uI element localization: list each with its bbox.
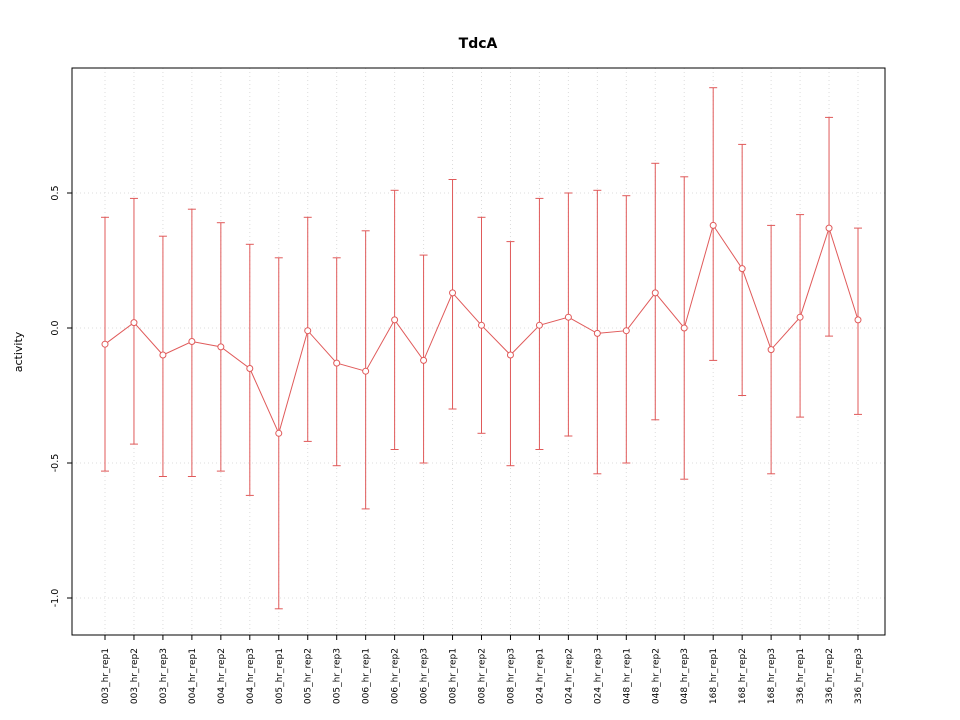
- plot-border: [71, 67, 886, 636]
- chart-title: TdcA: [459, 36, 498, 52]
- data-point: [854, 316, 862, 324]
- x-tick-label: 048_hr_rep3: [680, 648, 690, 704]
- data-point: [130, 319, 138, 327]
- x-tick-label: 008_hr_rep3: [506, 648, 516, 704]
- data-point: [391, 316, 399, 324]
- data-point: [680, 324, 688, 332]
- plot-content: 0.5 0.0 -0.5 -1.0 003_hr_rep1 003_hr_rep2 003_…: [50, 67, 886, 704]
- x-tick-label: 005_hr_rep1: [275, 648, 285, 704]
- data-point: [564, 313, 572, 321]
- x-tick-label: 003_hr_rep1: [101, 648, 111, 704]
- data-point: [709, 221, 717, 229]
- data-point: [767, 346, 775, 354]
- data-point: [593, 329, 601, 337]
- data-point: [796, 313, 804, 321]
- x-tick-label: 003_hr_rep3: [159, 648, 169, 704]
- data-point: [506, 351, 514, 359]
- x-tick-label: 024_hr_rep2: [564, 648, 574, 704]
- x-tick-label: 024_hr_rep1: [535, 648, 545, 704]
- data-point: [333, 359, 341, 367]
- data-point: [825, 224, 833, 232]
- x-tick-label: 168_hr_rep1: [709, 648, 719, 704]
- data-point: [246, 365, 254, 372]
- x-tick-label: 336_hr_rep3: [854, 648, 864, 704]
- x-tick-label: 336_hr_rep2: [825, 648, 835, 704]
- data-point: [651, 289, 659, 297]
- data-point: [275, 429, 283, 437]
- x-tick-label: 006_hr_rep3: [420, 648, 430, 704]
- x-tick-label: 024_hr_rep3: [593, 648, 603, 704]
- y-tick-label: -0.5: [50, 454, 61, 473]
- x-tick-label: 168_hr_rep3: [767, 648, 777, 704]
- x-tick-label: 336_hr_rep1: [796, 648, 806, 704]
- x-tick-label: 004_hr_rep2: [217, 648, 227, 704]
- data-point: [362, 367, 370, 375]
- data-point: [738, 265, 746, 273]
- data-point: [188, 338, 196, 345]
- data-point: [622, 327, 630, 335]
- y-tick-label: -1.0: [50, 589, 61, 608]
- data-point: [159, 351, 167, 359]
- data-point: [420, 356, 428, 364]
- data-point: [449, 289, 457, 297]
- x-tick-label: 048_hr_rep1: [622, 648, 632, 704]
- x-tick-label: 008_hr_rep1: [449, 648, 459, 704]
- x-tick-label: 168_hr_rep2: [738, 648, 748, 704]
- data-point: [478, 321, 485, 329]
- x-tick-label: 004_hr_rep3: [246, 648, 256, 704]
- data-point: [217, 343, 225, 351]
- x-tick-label: 006_hr_rep2: [391, 648, 401, 704]
- x-tick-label: 008_hr_rep2: [478, 648, 488, 704]
- x-tick-label: 004_hr_rep1: [188, 648, 198, 704]
- data-point: [304, 327, 312, 335]
- x-tick-label: 005_hr_rep3: [333, 648, 343, 704]
- data-point: [535, 321, 543, 329]
- x-tick-label: 005_hr_rep2: [304, 648, 314, 704]
- y-tick-label: 0.5: [50, 185, 61, 200]
- y-axis-title: activity: [12, 331, 25, 372]
- y-tick-label: 0.0: [50, 320, 61, 335]
- x-tick-label: 048_hr_rep2: [651, 648, 661, 704]
- x-tick-label: 006_hr_rep1: [362, 648, 372, 704]
- x-tick-label: 003_hr_rep2: [130, 648, 140, 704]
- data-point: [101, 340, 109, 348]
